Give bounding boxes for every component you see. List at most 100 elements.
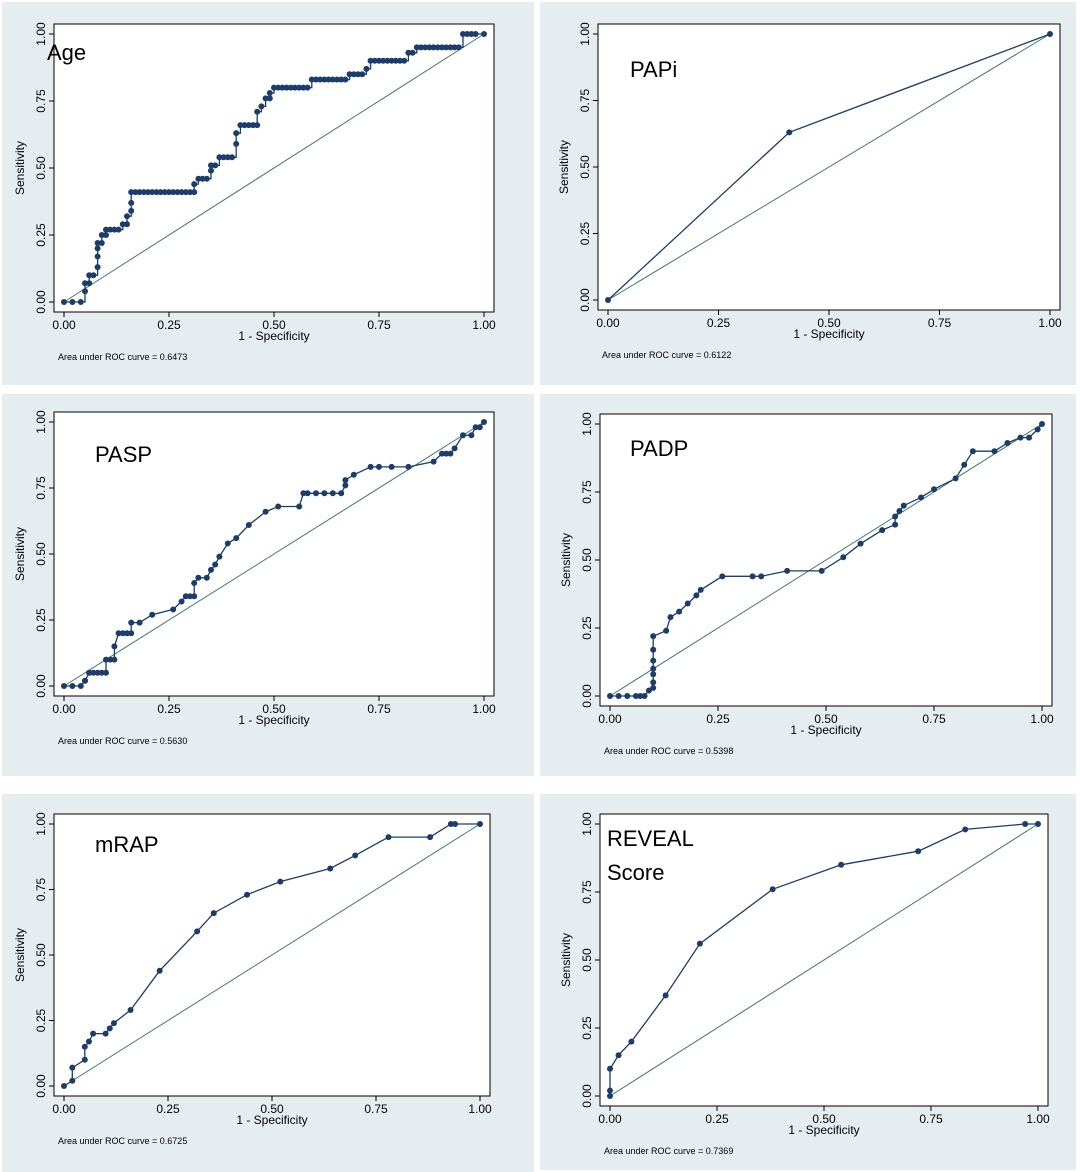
roc-point xyxy=(472,424,479,431)
reference-line xyxy=(609,823,1039,1097)
roc-point xyxy=(250,122,256,129)
roc-point xyxy=(961,461,968,468)
roc-point xyxy=(308,76,315,83)
y-tick-label: 0.25 xyxy=(580,616,594,640)
auc-note: Area under ROC curve = 0.6122 xyxy=(602,350,731,360)
roc-point xyxy=(124,213,130,220)
roc-point xyxy=(650,646,657,653)
roc-point xyxy=(94,245,101,252)
x-axis-title: 1 - Specificity xyxy=(238,329,309,343)
x-tick-label: 0.00 xyxy=(52,702,76,716)
reference-line xyxy=(607,33,1051,301)
y-tick-label: 1.00 xyxy=(34,812,48,836)
roc-point xyxy=(82,677,88,684)
roc-point xyxy=(199,175,206,182)
roc-point xyxy=(464,31,471,37)
roc-point xyxy=(1004,440,1011,447)
y-tick-label: 0.00 xyxy=(34,674,48,698)
roc-point xyxy=(69,299,76,305)
roc-point xyxy=(650,671,657,678)
roc-point xyxy=(208,167,214,174)
roc-point xyxy=(296,503,303,510)
roc-point xyxy=(191,580,198,587)
x-tick-label: 0.25 xyxy=(157,702,181,716)
roc-chart-papi: 0.00 0.25 0.50 0.75 1.00 0.00 0.25 0.50 0.75 1.00… xyxy=(557,22,1062,360)
auc-note: Area under ROC curve = 0.6473 xyxy=(58,352,187,362)
roc-point xyxy=(178,189,185,196)
roc-point xyxy=(187,593,193,600)
roc-point xyxy=(149,611,156,618)
roc-point xyxy=(460,432,466,439)
reference-line xyxy=(609,423,1043,697)
roc-point xyxy=(149,189,156,196)
roc-point xyxy=(128,189,135,196)
chart-title: mRAP xyxy=(95,832,159,857)
roc-point xyxy=(195,175,202,182)
x-tick-label: 0.25 xyxy=(157,318,181,332)
roc-point xyxy=(628,1038,635,1045)
roc-point xyxy=(292,84,298,91)
roc-point xyxy=(857,540,864,547)
roc-point xyxy=(178,598,185,605)
roc-point xyxy=(254,122,261,129)
roc-point xyxy=(203,175,210,182)
auc-note: Area under ROC curve = 0.5630 xyxy=(58,736,187,746)
y-tick-label: 0.50 xyxy=(34,943,48,967)
x-tick-label: 0.00 xyxy=(598,712,622,726)
roc-point xyxy=(229,154,235,161)
roc-point xyxy=(77,299,84,305)
roc-point xyxy=(266,89,273,96)
roc-point xyxy=(749,573,756,580)
roc-point xyxy=(650,684,657,691)
roc-point xyxy=(818,567,825,574)
roc-point xyxy=(111,226,118,233)
roc-point xyxy=(451,44,458,51)
roc-point xyxy=(915,848,922,855)
x-tick-label: 0.25 xyxy=(156,1102,180,1116)
roc-point xyxy=(376,463,382,470)
chart-title: PADP xyxy=(630,436,688,461)
roc-point xyxy=(447,821,454,827)
roc-point xyxy=(327,865,334,872)
roc-point xyxy=(275,84,282,91)
roc-point xyxy=(418,44,424,51)
roc-point xyxy=(136,189,143,196)
roc-point xyxy=(786,129,793,136)
x-tick-label: 1.00 xyxy=(1026,1112,1050,1126)
roc-point xyxy=(187,189,193,196)
roc-point xyxy=(422,44,429,51)
roc-point xyxy=(124,630,130,637)
roc-point xyxy=(472,31,479,37)
roc-chart-mrap: 0.00 0.25 0.50 0.75 1.00 0.00 0.25 0.50 0.75 1.00… xyxy=(13,812,492,1146)
roc-point xyxy=(85,1038,92,1045)
roc-point xyxy=(317,76,324,83)
roc-point xyxy=(667,614,674,621)
x-tick-label: 0.25 xyxy=(707,316,731,330)
roc-point xyxy=(212,162,219,169)
roc-point xyxy=(426,44,433,51)
roc-panel-padp: 0.00 0.25 0.50 0.75 1.00 0.00 0.25 0.50 0.75 1.00… xyxy=(540,394,1076,776)
y-axis-title: Sensitivity xyxy=(13,141,27,195)
roc-point xyxy=(696,940,703,947)
roc-point xyxy=(216,154,223,161)
x-tick-label: 0.00 xyxy=(598,1112,622,1126)
roc-point xyxy=(342,482,349,489)
x-tick-label: 0.50 xyxy=(262,318,286,332)
roc-point xyxy=(61,683,67,689)
roc-point xyxy=(283,84,290,91)
roc-point xyxy=(385,834,392,841)
reference-line xyxy=(63,823,481,1087)
roc-point xyxy=(157,189,164,196)
roc-point xyxy=(952,475,959,482)
roc-point xyxy=(447,450,454,457)
y-tick-label: 1.00 xyxy=(34,22,48,46)
chart-title: PAPi xyxy=(630,57,677,82)
x-tick-label: 1.00 xyxy=(1038,316,1062,330)
roc-point xyxy=(434,44,441,51)
roc-point xyxy=(94,669,101,676)
x-tick-label: 0.75 xyxy=(928,316,952,330)
roc-point xyxy=(607,1093,613,1099)
roc-point xyxy=(224,540,231,547)
roc-point xyxy=(350,471,357,478)
roc-point xyxy=(277,878,284,885)
